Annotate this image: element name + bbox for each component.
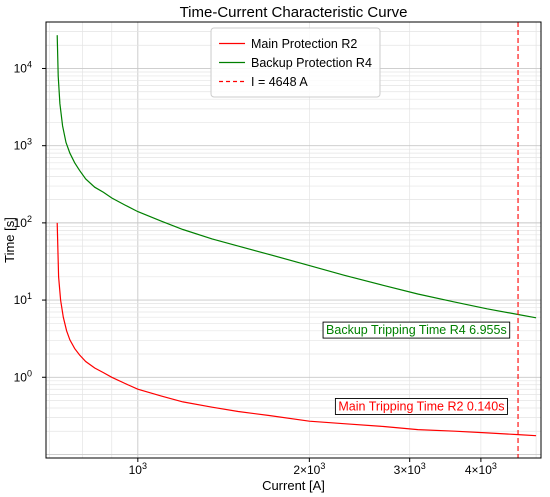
annotation-1: Backup Tripping Time R4 6.955s (322, 321, 511, 339)
annotation-box (322, 321, 511, 339)
annotation-2: Main Tripping Time R2 0.140s (334, 398, 508, 415)
axis-ticks: 103 2×103 3×103 4×103 100 101 102 103 104 (14, 59, 497, 477)
chart-title: Time-Current Characteristic Curve (180, 4, 408, 21)
annotation-box (334, 398, 508, 415)
annotation-text: Backup Tripping Time R4 6.955s (326, 323, 507, 337)
plot-frame (45, 21, 542, 459)
legend-label: Main Protection R2 (251, 37, 357, 51)
y-tick-label: 101 (14, 291, 32, 307)
x-tick-label: 2×103 (293, 461, 325, 477)
y-tick-label: 100 (14, 368, 32, 384)
y-tick-label: 103 (14, 137, 32, 153)
y-tick-label: 102 (14, 214, 32, 230)
legend-label: I = 4648 A (251, 75, 308, 89)
y-tick-label: 104 (14, 59, 32, 75)
series-lines (56, 22, 537, 458)
series-line-1 (56, 222, 537, 437)
legend-frame (210, 27, 381, 98)
annotations: Backup Tripping Time R4 6.955s Main Tripp… (322, 321, 511, 415)
legend-label: Backup Protection R4 (251, 56, 372, 70)
x-axis-title: Current [A] (262, 478, 325, 493)
annotation-text: Main Tripping Time R2 0.140s (338, 399, 504, 413)
series-line-2 (56, 35, 537, 319)
x-tick-label: 103 (129, 461, 147, 477)
legend: Main Protection R2 Backup Protection R4 I … (210, 27, 381, 98)
x-tick-label: 3×103 (394, 461, 426, 477)
y-axis-title: Time [s] (2, 217, 17, 263)
x-tick-label: 4×103 (465, 461, 497, 477)
